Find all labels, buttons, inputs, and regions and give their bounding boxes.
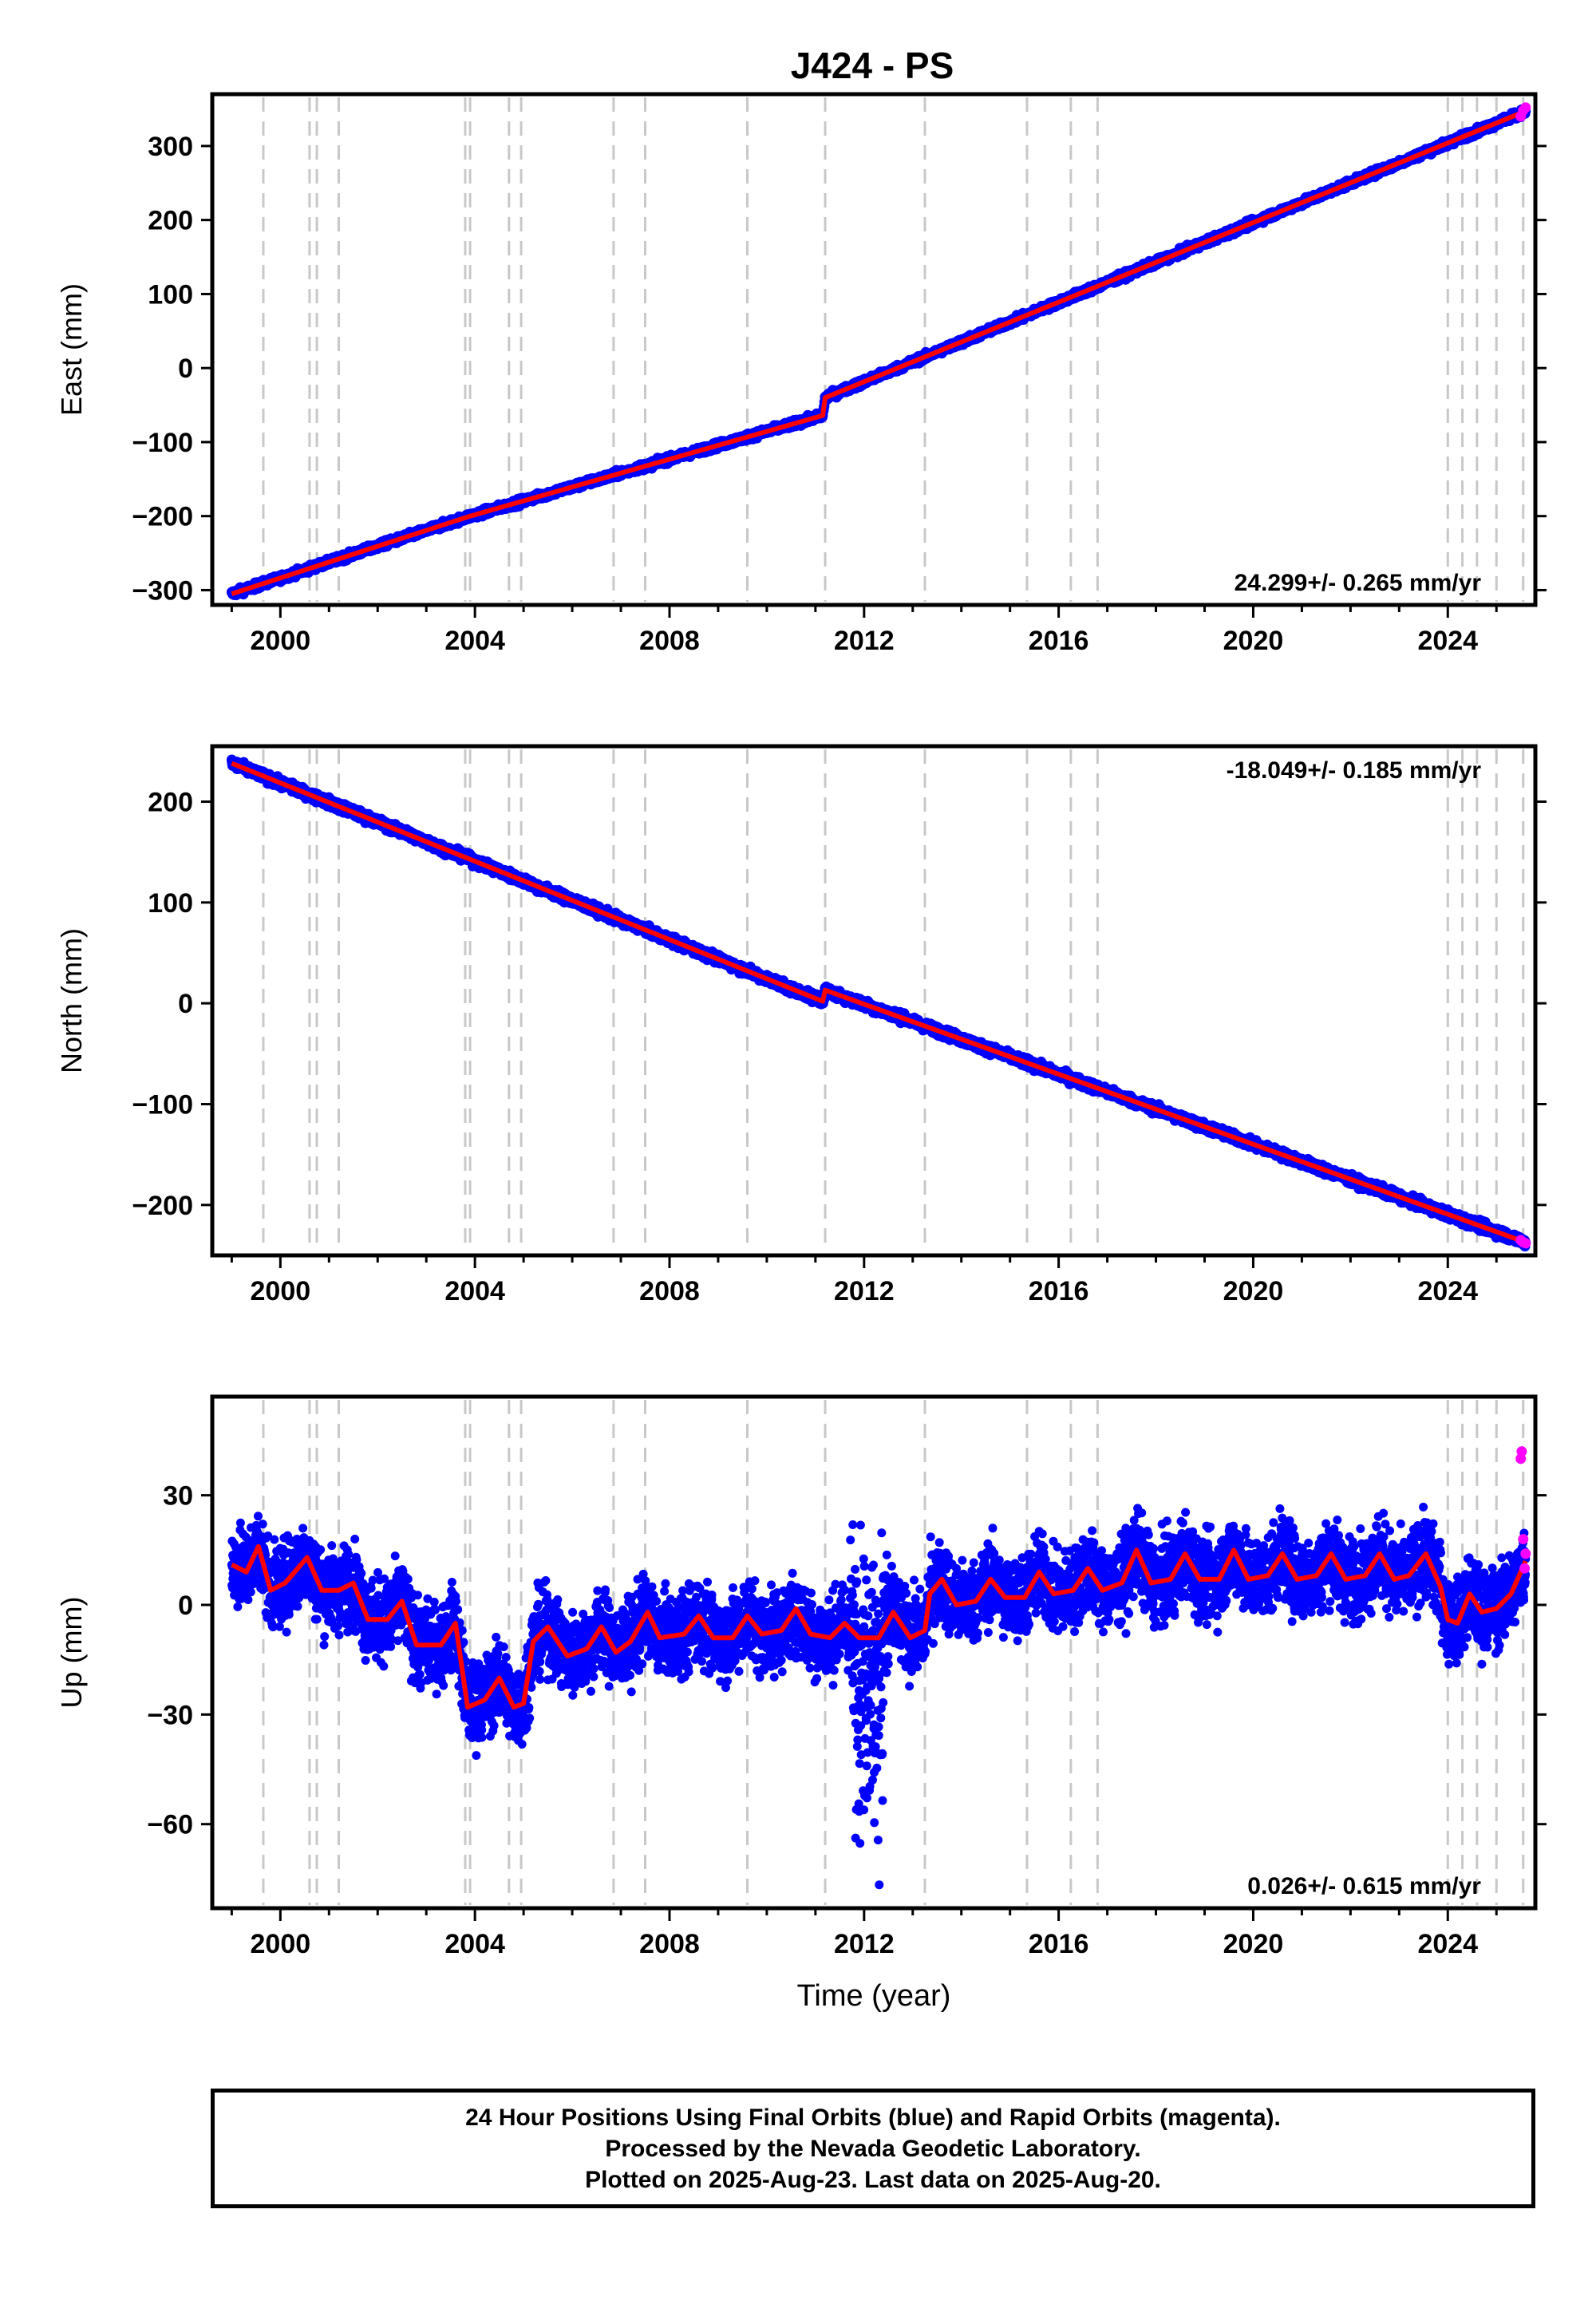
y-axis-label: East (mm) <box>55 283 88 416</box>
y-tick-label: 200 <box>148 206 193 236</box>
x-tick-label: 2012 <box>834 626 895 656</box>
y-tick-label: −100 <box>132 428 193 458</box>
final-orbit-points <box>226 104 1531 601</box>
velocity-rate-label: 24.299+/- 0.265 mm/yr <box>1235 570 1482 596</box>
x-tick-label: 2016 <box>1029 626 1089 656</box>
y-tick-label: −300 <box>132 575 193 606</box>
panel-frame <box>210 92 1538 607</box>
final-orbit-points <box>226 754 1531 1252</box>
x-tick-label: 2000 <box>251 626 311 656</box>
y-tick-label: 100 <box>148 279 193 310</box>
x-tick-label: 2008 <box>639 626 700 656</box>
rapid-orbit-point <box>1520 102 1531 113</box>
y-tick-label: −200 <box>132 502 193 532</box>
panel-east: −300 −200 −100 0 100 200 300 2000 2004 2008 2012 20… <box>55 92 1547 656</box>
x-tick-label: 2024 <box>1417 626 1478 656</box>
model-line <box>231 109 1527 596</box>
x-tick-label: 2004 <box>444 626 505 656</box>
chart-title: J424 - PS <box>791 45 954 86</box>
x-tick-label: 2020 <box>1223 626 1284 656</box>
y-tick-label: 300 <box>148 132 193 162</box>
y-tick-label: 0 <box>178 354 193 384</box>
